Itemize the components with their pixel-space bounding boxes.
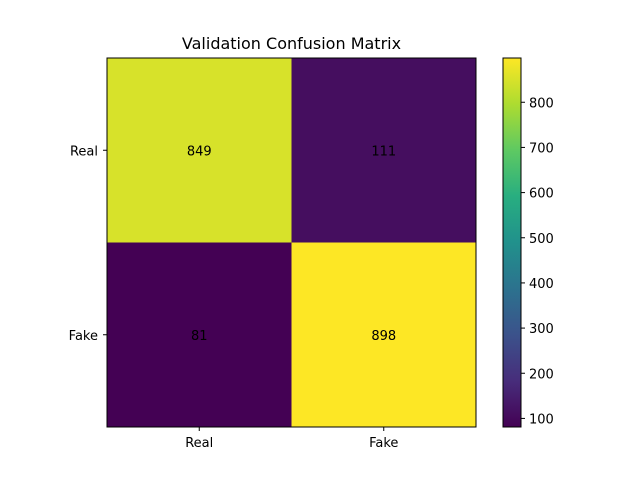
heatmap-cell	[107, 242, 292, 427]
cell-value-label: 898	[371, 329, 396, 344]
colorbar-tick-label: 700	[529, 141, 554, 156]
cell-value-label: 81	[191, 329, 208, 344]
y-axis: Real Fake	[69, 144, 107, 344]
colorbar-tick-label: 400	[529, 277, 554, 292]
colorbar-gradient	[502, 57, 522, 428]
y-tick-label: Fake	[69, 329, 98, 344]
colorbar: 100 200 300 400 500 600 700 800	[502, 57, 554, 428]
x-tick-label: Real	[185, 436, 213, 451]
heatmap-cell	[291, 58, 476, 243]
chart-title: Validation Confusion Matrix	[182, 34, 401, 53]
colorbar-tick-label: 100	[529, 412, 554, 427]
plot-frame	[106, 57, 477, 428]
colorbar-tick-label: 200	[529, 367, 554, 382]
colorbar-tick-label: 500	[529, 232, 554, 247]
cell-value-label: 849	[187, 144, 212, 159]
colorbar-ticks: 100 200 300 400 500 600 700 800	[521, 96, 554, 427]
colorbar-tick-label: 600	[529, 187, 554, 202]
heatmap-cells: 849 111 81 898	[107, 58, 476, 427]
heatmap-cell	[107, 58, 292, 243]
x-tick-label: Fake	[369, 436, 398, 451]
x-axis: Real Fake	[185, 427, 398, 451]
cell-value-label: 111	[371, 144, 396, 159]
heatmap-cell	[291, 242, 476, 427]
y-tick-label: Real	[70, 144, 98, 159]
colorbar-tick-label: 300	[529, 322, 554, 337]
colorbar-tick-label: 800	[529, 96, 554, 111]
